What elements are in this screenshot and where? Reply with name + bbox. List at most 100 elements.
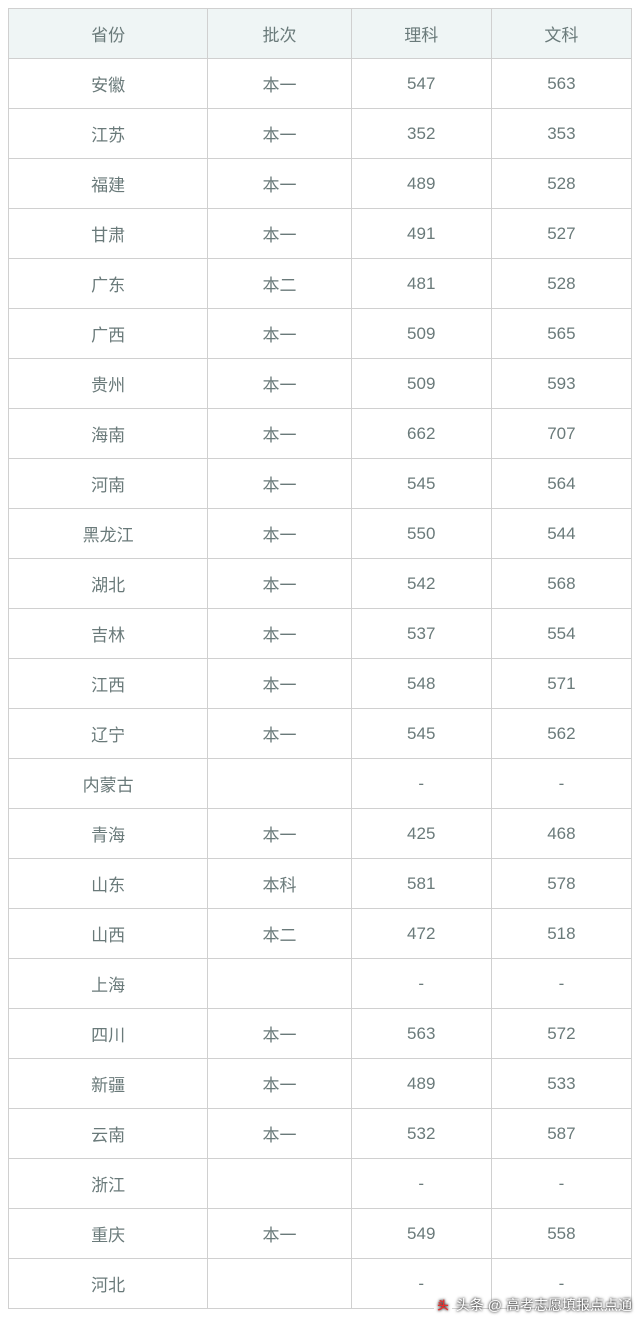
column-header-batch: 批次	[208, 9, 351, 59]
table-container: 省份 批次 理科 文科 安徽本一547563江苏本一352353福建本一4895…	[0, 0, 640, 1317]
table-row: 江苏本一352353	[9, 109, 632, 159]
table-row: 广东本二481528	[9, 259, 632, 309]
table-row: 福建本一489528	[9, 159, 632, 209]
table-row: 贵州本一509593	[9, 359, 632, 409]
table-row: 海南本一662707	[9, 409, 632, 459]
table-row: 江西本一548571	[9, 659, 632, 709]
table-cell: 河南	[9, 459, 208, 509]
table-cell: 江西	[9, 659, 208, 709]
table-cell: 587	[491, 1109, 631, 1159]
table-cell	[208, 759, 351, 809]
table-cell: 549	[351, 1209, 491, 1259]
table-cell: 新疆	[9, 1059, 208, 1109]
table-cell: 581	[351, 859, 491, 909]
table-cell: 481	[351, 259, 491, 309]
footer-prefix: 头条	[456, 1295, 484, 1315]
table-cell: 578	[491, 859, 631, 909]
table-cell: 489	[351, 159, 491, 209]
table-cell: 河北	[9, 1259, 208, 1309]
table-cell: 本一	[208, 459, 351, 509]
table-cell: 527	[491, 209, 631, 259]
table-cell: 本科	[208, 859, 351, 909]
table-cell: 上海	[9, 959, 208, 1009]
footer-author: 高考志愿填报点点通	[506, 1295, 632, 1315]
table-cell: 545	[351, 709, 491, 759]
table-cell: 安徽	[9, 59, 208, 109]
table-cell: 海南	[9, 409, 208, 459]
table-cell: 福建	[9, 159, 208, 209]
table-row: 黑龙江本一550544	[9, 509, 632, 559]
table-cell: -	[351, 959, 491, 1009]
table-row: 吉林本一537554	[9, 609, 632, 659]
table-cell: 572	[491, 1009, 631, 1059]
table-cell: 本二	[208, 259, 351, 309]
table-row: 新疆本一489533	[9, 1059, 632, 1109]
table-cell: 545	[351, 459, 491, 509]
table-cell: 辽宁	[9, 709, 208, 759]
table-cell: 562	[491, 709, 631, 759]
table-cell: 本一	[208, 409, 351, 459]
toutiao-icon: 头	[434, 1296, 452, 1314]
table-cell: 563	[491, 59, 631, 109]
table-cell: 593	[491, 359, 631, 409]
table-row: 山西本二472518	[9, 909, 632, 959]
table-cell: 甘肃	[9, 209, 208, 259]
table-cell: 537	[351, 609, 491, 659]
table-row: 湖北本一542568	[9, 559, 632, 609]
table-cell: 本一	[208, 809, 351, 859]
table-cell: 550	[351, 509, 491, 559]
table-row: 广西本一509565	[9, 309, 632, 359]
table-cell: 707	[491, 409, 631, 459]
table-cell: 544	[491, 509, 631, 559]
table-cell: 547	[351, 59, 491, 109]
table-row: 甘肃本一491527	[9, 209, 632, 259]
table-cell: 本一	[208, 659, 351, 709]
table-cell: 本一	[208, 559, 351, 609]
table-cell: 509	[351, 309, 491, 359]
table-row: 上海--	[9, 959, 632, 1009]
score-table: 省份 批次 理科 文科 安徽本一547563江苏本一352353福建本一4895…	[8, 8, 632, 1309]
table-cell: 528	[491, 259, 631, 309]
table-row: 山东本科581578	[9, 859, 632, 909]
table-cell: 广东	[9, 259, 208, 309]
table-cell: -	[351, 759, 491, 809]
table-header-row: 省份 批次 理科 文科	[9, 9, 632, 59]
table-row: 内蒙古--	[9, 759, 632, 809]
table-cell: 青海	[9, 809, 208, 859]
svg-text:头: 头	[437, 1298, 448, 1312]
table-row: 云南本一532587	[9, 1109, 632, 1159]
table-cell: 江苏	[9, 109, 208, 159]
table-cell: 本一	[208, 359, 351, 409]
table-cell: 568	[491, 559, 631, 609]
table-cell	[208, 1159, 351, 1209]
footer-at: @	[488, 1297, 502, 1313]
table-cell: 542	[351, 559, 491, 609]
table-cell: 565	[491, 309, 631, 359]
table-cell: 本一	[208, 1059, 351, 1109]
table-cell: 425	[351, 809, 491, 859]
column-header-science: 理科	[351, 9, 491, 59]
table-cell: 564	[491, 459, 631, 509]
table-cell: 湖北	[9, 559, 208, 609]
table-cell: 本一	[208, 709, 351, 759]
table-row: 青海本一425468	[9, 809, 632, 859]
table-cell: 广西	[9, 309, 208, 359]
table-cell: 662	[351, 409, 491, 459]
table-cell: 571	[491, 659, 631, 709]
table-cell: 山西	[9, 909, 208, 959]
table-cell: 本一	[208, 1009, 351, 1059]
table-cell: 本一	[208, 59, 351, 109]
table-cell: 548	[351, 659, 491, 709]
table-cell: 563	[351, 1009, 491, 1059]
table-cell: 山东	[9, 859, 208, 909]
table-cell: 吉林	[9, 609, 208, 659]
table-cell: 558	[491, 1209, 631, 1259]
table-cell	[208, 1259, 351, 1309]
table-cell: 浙江	[9, 1159, 208, 1209]
table-cell: 本一	[208, 159, 351, 209]
table-cell	[208, 959, 351, 1009]
table-cell: 352	[351, 109, 491, 159]
table-cell: 重庆	[9, 1209, 208, 1259]
table-row: 安徽本一547563	[9, 59, 632, 109]
table-cell: 本一	[208, 1209, 351, 1259]
